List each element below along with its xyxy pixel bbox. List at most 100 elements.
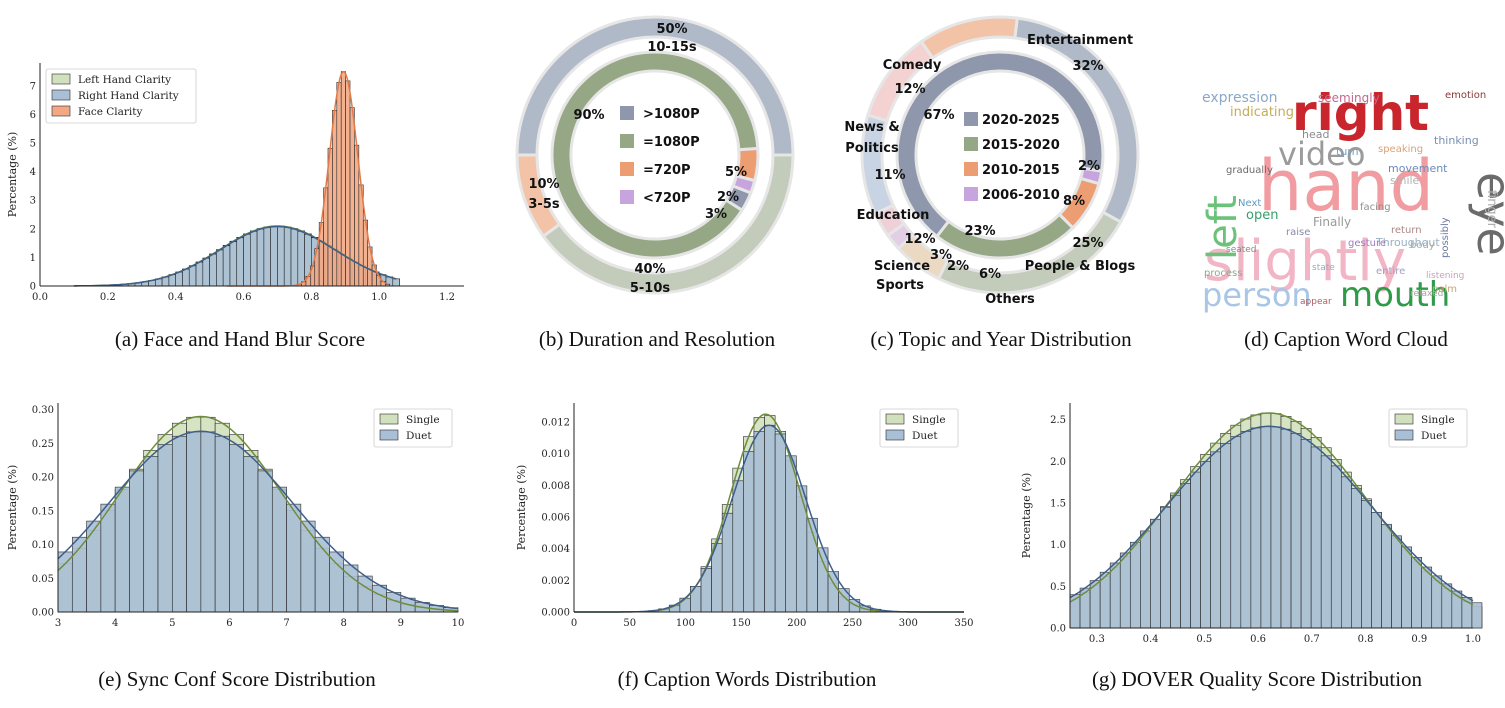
legend: Single Duet: [373, 408, 453, 448]
x-tick-label: 0.4: [168, 292, 184, 303]
bar: [171, 435, 187, 613]
outer-pct: 11%: [874, 168, 905, 183]
bar: [114, 486, 130, 613]
bar: [774, 433, 787, 613]
cloud-word: smile: [1390, 174, 1420, 187]
cloud-word: gesture: [1348, 238, 1386, 249]
y-tick-label: 0.00: [32, 608, 54, 619]
bar: [795, 485, 808, 613]
cloud-word: return: [1391, 225, 1422, 236]
slice: [731, 174, 757, 195]
cloud-word: slightly: [1204, 229, 1406, 294]
bar: [175, 271, 183, 287]
y-axis-label: Percentage (%): [6, 132, 19, 218]
outer-label: People & Blogs: [1025, 259, 1136, 274]
bar: [1310, 446, 1322, 629]
x-tick-label: 100: [676, 618, 695, 629]
outer-label: Others: [985, 292, 1035, 307]
legend-label: 2020-2025: [982, 113, 1060, 128]
bar: [1391, 535, 1402, 629]
outer-ring: [515, 15, 795, 295]
bar: [263, 227, 271, 287]
bar: [1160, 506, 1171, 629]
y-tick-label: 0.5: [1050, 582, 1066, 593]
legend-swatch: [964, 187, 978, 201]
bar: [1140, 530, 1151, 629]
caption-f: (f) Caption Words Distribution: [617, 667, 877, 691]
bar: [1381, 523, 1392, 629]
bar: [371, 584, 387, 613]
bar: [1220, 443, 1232, 629]
cloud-word: person: [1202, 276, 1312, 314]
legend-swatch: [620, 190, 634, 204]
caption-g: (g) DOVER Quality Score Distribution: [1091, 667, 1423, 691]
legend-label: Duet: [406, 430, 432, 442]
bar: [182, 268, 190, 287]
slice: [550, 50, 760, 260]
series-duet: [1069, 426, 1483, 629]
bar: [764, 424, 776, 613]
bar: [229, 444, 245, 613]
x-tick-label: 350: [954, 618, 973, 629]
kde-line: [57, 430, 459, 610]
cloud-word: left: [1200, 195, 1246, 260]
bar: [157, 444, 173, 613]
bar: [1300, 439, 1312, 629]
bar: [1200, 461, 1211, 629]
bar: [1421, 566, 1433, 629]
bar: [753, 431, 765, 613]
legend: Left Hand Clarity Right Hand Clarity Face …: [45, 68, 197, 124]
bar: [1361, 500, 1372, 629]
outer-ring: [860, 15, 1140, 295]
bar: [202, 257, 210, 287]
y-tick-label: 0.25: [32, 439, 54, 450]
bar: [357, 575, 373, 613]
caption-c: (c) Topic and Year Distribution: [870, 327, 1132, 351]
inner-pct: 3%: [705, 207, 727, 222]
cloud-word: turn: [1336, 145, 1359, 158]
cloud-word: indicating: [1230, 105, 1294, 120]
chart-b: 50% 10-15s 40% 5-10s 10% 3-5s 3% 90% 5% 2% >1080P =…: [515, 15, 795, 296]
x-tick-label: 4: [112, 618, 118, 629]
legend-label: =1080P: [643, 135, 700, 150]
x-tick-label: 200: [787, 618, 806, 629]
caption-e: (e) Sync Conf Score Distribution: [98, 667, 376, 691]
panel-e: 3 4 5 6 7 8 9 10 0.00 0.05 0.10 0.15 0.20 0.25 0.30 Per…: [0, 395, 480, 635]
x-tick-label: 0.2: [100, 292, 116, 303]
x-tick-label: 0.7: [1304, 634, 1320, 645]
y-tick-label: 0.30: [32, 405, 54, 416]
outer-pct: 2%: [947, 259, 969, 274]
outer-label: Sports: [876, 278, 924, 293]
legend-label: Face Clarity: [78, 106, 143, 118]
bar: [297, 231, 305, 287]
x-tick-label: 50: [623, 618, 636, 629]
x-tick-label: 150: [732, 618, 751, 629]
cloud-word: facing: [1360, 202, 1391, 213]
legend-label: Duet: [1421, 430, 1447, 442]
kde-line: [1069, 425, 1474, 602]
legend-swatch: [885, 413, 905, 425]
kde-line: [57, 415, 459, 612]
y-tick-label: 0.008: [541, 481, 570, 492]
bar: [1260, 426, 1272, 629]
kde-line: [73, 225, 397, 287]
bar: [332, 109, 338, 287]
y-tick-label: 0.000: [541, 608, 570, 619]
legend: Single Duet: [879, 408, 959, 448]
slice: [515, 153, 562, 239]
x-tick-label: 0.4: [1143, 634, 1159, 645]
legend-swatch: [620, 134, 634, 148]
bar: [329, 551, 345, 613]
y-tick-label: 0.10: [32, 540, 54, 551]
series-duet: [637, 424, 903, 613]
kde-line: [1069, 412, 1474, 606]
inner-pct: 8%: [1063, 194, 1085, 209]
legend-swatch: [885, 429, 905, 441]
bar: [188, 265, 197, 287]
cloud-word: head: [1302, 128, 1329, 141]
panel-f: 0 50 100 150 200 250 300 350 0.000 0.002 0.004 0.00…: [505, 395, 985, 635]
bar: [1411, 557, 1422, 629]
outer-pct: 3%: [930, 248, 952, 263]
y-axis-label: Percentage (%): [6, 465, 19, 551]
bar: [129, 470, 145, 613]
